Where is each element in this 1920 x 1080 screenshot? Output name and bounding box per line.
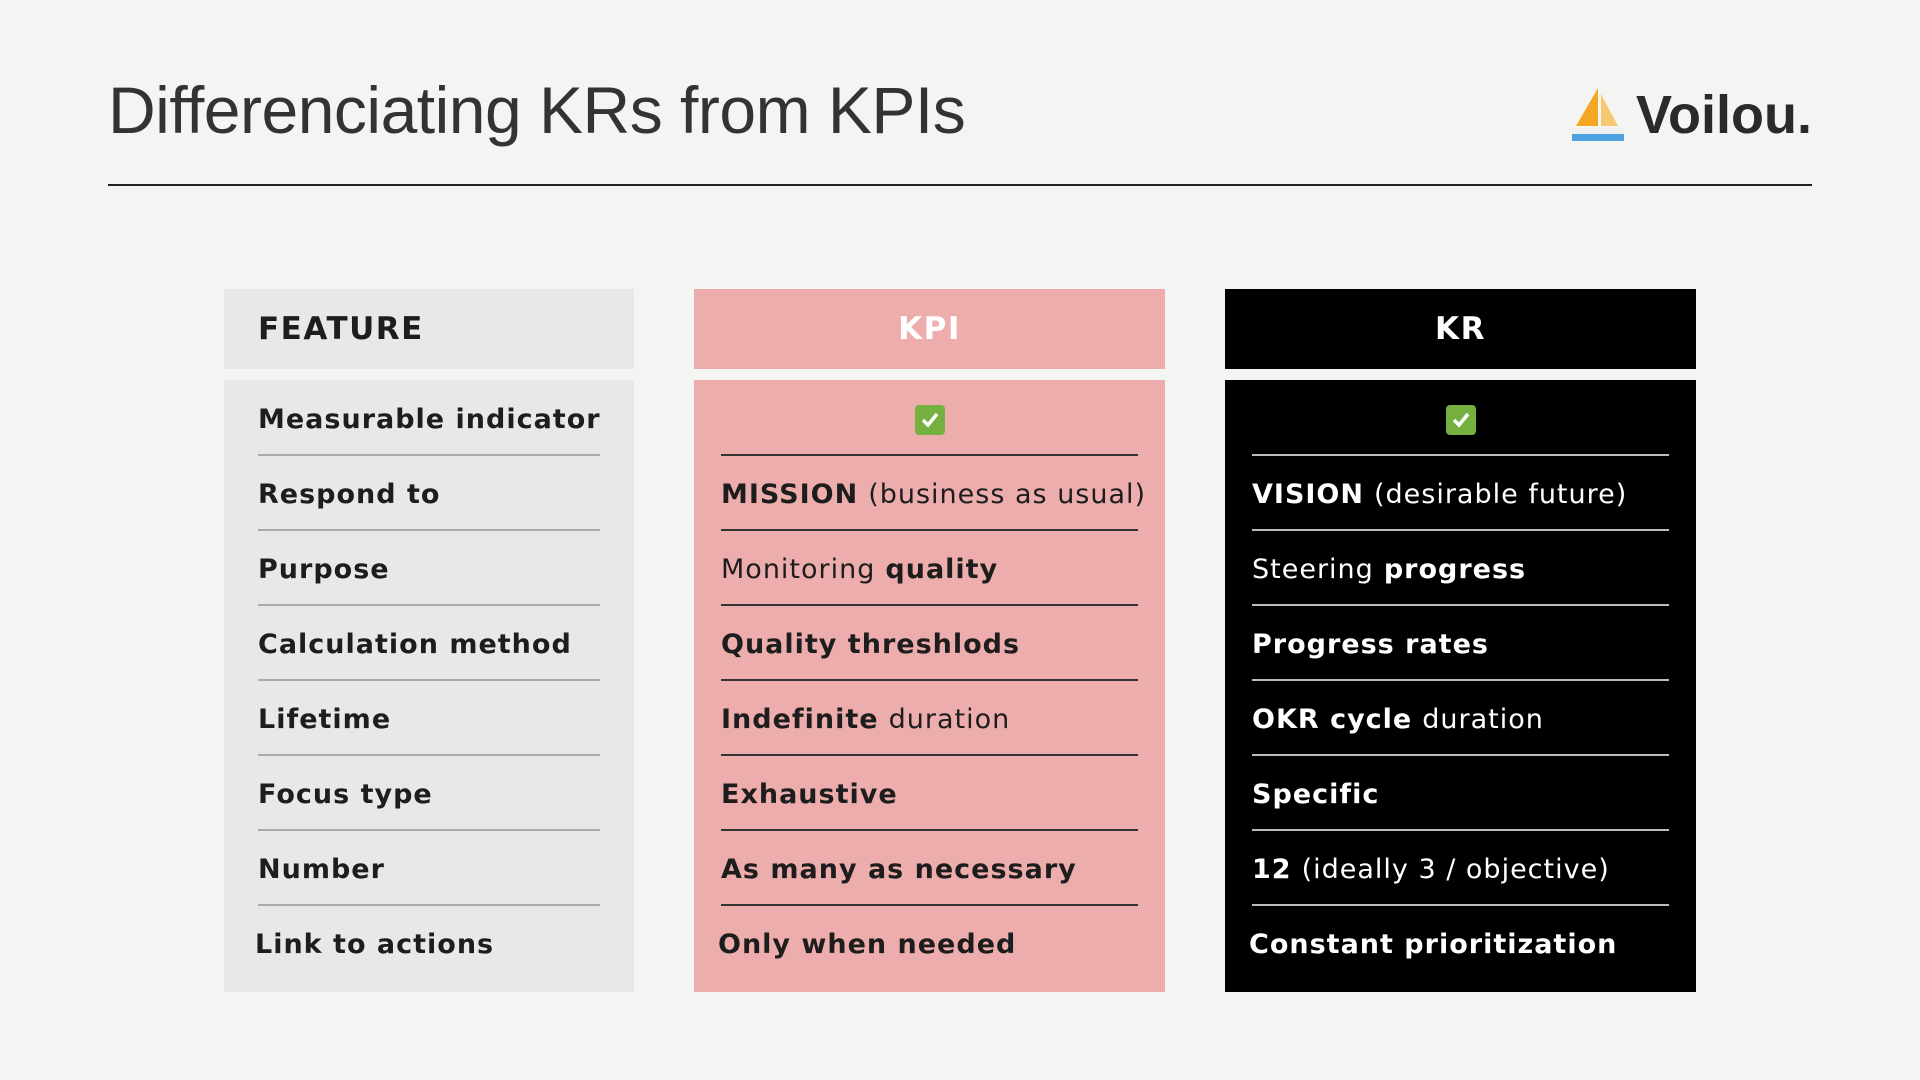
cell-text: MISSION (721, 479, 859, 510)
cell: Specific (1252, 757, 1669, 832)
row-separator (721, 454, 1138, 456)
cell (721, 382, 1138, 457)
row-separator (258, 904, 600, 906)
cell-text: Respond to (258, 479, 441, 510)
cell-text: duration (1422, 704, 1544, 735)
cell-text: Steering (1252, 554, 1374, 585)
checkmark (1445, 404, 1476, 435)
cell-text: quality (885, 554, 999, 585)
brand-icon (1572, 88, 1624, 141)
row-separator (1252, 754, 1669, 756)
row-separator (721, 904, 1138, 906)
cell-text: Monitoring (721, 554, 876, 585)
cell: VISION (desirable future) (1252, 457, 1669, 532)
cell: Number (258, 832, 600, 907)
cell: Only when needed (718, 907, 1135, 982)
cell-text: Measurable indicator (258, 404, 601, 435)
cell: Calculation method (258, 607, 600, 682)
column-header: FEATURE (224, 289, 634, 369)
cell-text: Only when needed (718, 929, 1017, 960)
row-separator (1252, 829, 1669, 831)
cell-text: Number (258, 854, 385, 885)
row-separator (1252, 454, 1669, 456)
column-header: KR (1225, 289, 1696, 369)
row-separator (258, 829, 600, 831)
cell-text: Quality threshlods (721, 629, 1021, 660)
row-separator (1252, 529, 1669, 531)
cell: Focus type (258, 757, 600, 832)
cell-text: Indefinite (721, 704, 879, 735)
column-panel: MISSION (business as usual) Monitoring qual… (694, 380, 1165, 992)
cell-text: duration (888, 704, 1011, 735)
cell-text: Specific (1252, 779, 1380, 810)
cell-text: 12 (1252, 854, 1292, 885)
cell-text: Exhaustive (721, 779, 898, 810)
cell: Lifetime (258, 682, 600, 757)
cell-text: (business as usual) (868, 479, 1147, 510)
row-separator (721, 829, 1138, 831)
cell: 12 (ideally 3 / objective) (1252, 832, 1669, 907)
row-separator (258, 679, 600, 681)
cell: Link to actions (255, 907, 597, 982)
title: Differenciating KRs from KPIs (108, 73, 966, 147)
cell: Purpose (258, 532, 600, 607)
row-separator (1252, 604, 1669, 606)
row-separator (258, 529, 600, 531)
column-panel: VISION (desirable future) Steering progress… (1225, 380, 1696, 992)
cell-text: Lifetime (258, 704, 392, 735)
cell-text: (ideally 3 / objective) (1301, 854, 1610, 885)
cell: Constant prioritization (1249, 907, 1666, 982)
divider (108, 184, 1812, 186)
column-panel: Measurable indicator Respond to Purpose Cal… (224, 380, 634, 992)
row-separator (1252, 679, 1669, 681)
cell: Quality threshlods (721, 607, 1138, 682)
cell-text: As many as necessary (721, 854, 1077, 885)
cell-text: progress (1383, 554, 1527, 585)
row-separator (721, 754, 1138, 756)
row-separator (721, 604, 1138, 606)
cell: Exhaustive (721, 757, 1138, 832)
cell: Progress rates (1252, 607, 1669, 682)
row-separator (721, 679, 1138, 681)
cell-text: Link to actions (255, 929, 495, 960)
cell-text: Constant prioritization (1249, 929, 1618, 960)
cell-text: Focus type (258, 779, 433, 810)
cell-text: OKR cycle (1252, 704, 1413, 735)
checkmark (914, 404, 945, 435)
cell: MISSION (business as usual) (721, 457, 1145, 532)
cell-text: Purpose (258, 554, 390, 585)
cell-text: (desirable future) (1373, 479, 1628, 510)
cell: Indefinite duration (721, 682, 1138, 757)
cell: Steering progress (1252, 532, 1669, 607)
cell: OKR cycle duration (1252, 682, 1669, 757)
cell: Measurable indicator (258, 382, 600, 457)
row-separator (258, 754, 600, 756)
cell-text: VISION (1252, 479, 1364, 510)
cell-text: Calculation method (258, 629, 572, 660)
cell-text: Progress rates (1252, 629, 1489, 660)
row-separator (258, 604, 600, 606)
cell (1252, 382, 1669, 457)
cell: Monitoring quality (721, 532, 1138, 607)
cell: As many as necessary (721, 832, 1138, 907)
cell: Respond to (258, 457, 600, 532)
column-header: KPI (694, 289, 1165, 369)
row-separator (258, 454, 600, 456)
brand: Voilou. (1636, 85, 1812, 145)
row-separator (1252, 904, 1669, 906)
row-separator (721, 529, 1138, 531)
